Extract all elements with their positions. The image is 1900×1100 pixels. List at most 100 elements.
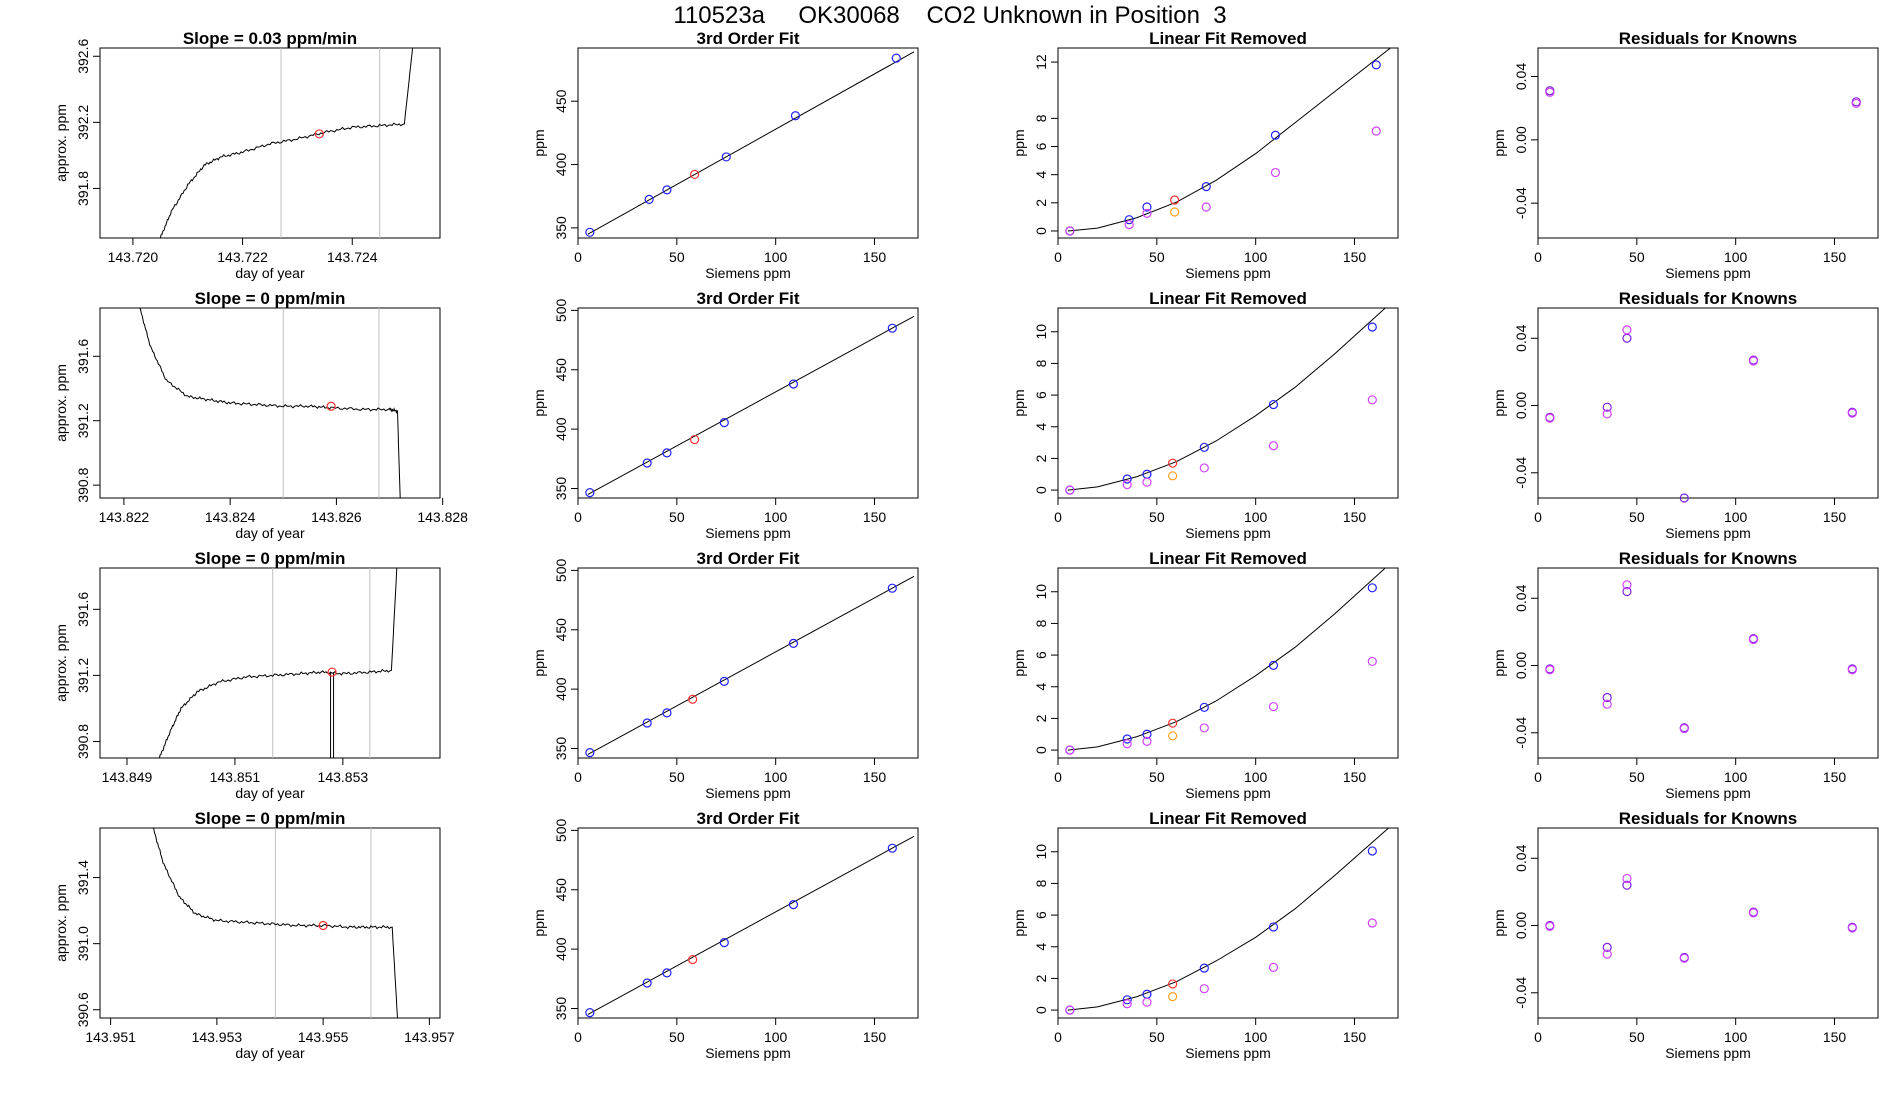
chart-panel-3-4: Residuals for Knowns 0 50 100 150 Siemens ppm… bbox=[1491, 549, 1879, 801]
data-point bbox=[1065, 1005, 1075, 1015]
x-axis-label: Siemens ppm bbox=[705, 525, 791, 541]
plot-frame bbox=[99, 47, 441, 239]
data-point bbox=[662, 968, 672, 978]
data-point bbox=[688, 954, 698, 965]
x-tick-label: 143.853 bbox=[318, 769, 369, 785]
chart-panel-2-2: 3rd Order Fit 0 50 100 150 Siemens ppm 350 400 4… bbox=[531, 289, 919, 541]
fit-curve bbox=[1067, 828, 1390, 1011]
x-tick-label: 50 bbox=[1629, 249, 1645, 265]
x-tick-label: 150 bbox=[1823, 1029, 1847, 1045]
data-point bbox=[1847, 408, 1857, 418]
x-tick-label: 50 bbox=[1149, 509, 1165, 525]
data-point bbox=[662, 708, 672, 718]
data-point bbox=[642, 978, 652, 988]
fit-line bbox=[587, 835, 915, 1015]
x-tick-label: 0 bbox=[1054, 509, 1062, 525]
x-tick-label: 100 bbox=[764, 249, 788, 265]
y-tick-label: 0.04 bbox=[1513, 584, 1529, 611]
data-point bbox=[585, 488, 595, 498]
plot-frame bbox=[1537, 827, 1879, 1019]
y-tick-label: 6 bbox=[1033, 391, 1049, 399]
y-tick-label: 500 bbox=[553, 558, 569, 582]
data-point bbox=[1545, 921, 1555, 931]
x-tick-label: 150 bbox=[1823, 249, 1847, 265]
data-point bbox=[1847, 923, 1857, 933]
x-tick-label: 143.851 bbox=[210, 769, 261, 785]
y-tick-label: 0.04 bbox=[1513, 844, 1529, 871]
x-axis-label: Siemens ppm bbox=[705, 265, 791, 281]
data-point bbox=[1142, 729, 1152, 739]
y-tick-label: 391.2 bbox=[75, 658, 91, 693]
chart-panel-1-3: Linear Fit Removed 0 50 100 150 Siemens ppm 0 2… bbox=[1011, 29, 1399, 281]
y-axis-label: ppm bbox=[1011, 649, 1027, 676]
y-tick-label: 390.6 bbox=[75, 992, 91, 1027]
y-tick-label: -0.04 bbox=[1513, 977, 1529, 1009]
y-tick-label: 500 bbox=[553, 818, 569, 842]
x-tick-label: 0 bbox=[1534, 249, 1542, 265]
data-point bbox=[1602, 699, 1612, 709]
x-tick-label: 143.955 bbox=[298, 1029, 349, 1045]
data-point bbox=[1367, 395, 1377, 405]
data-point bbox=[1201, 182, 1211, 192]
x-tick-label: 50 bbox=[1149, 1029, 1165, 1045]
x-tick-label: 50 bbox=[669, 249, 685, 265]
plot-frame bbox=[577, 827, 919, 1019]
x-tick-label: 0 bbox=[1534, 509, 1542, 525]
chart-title: Residuals for Knowns bbox=[1619, 809, 1798, 828]
data-point bbox=[1168, 992, 1178, 1002]
x-tick-label: 143.951 bbox=[85, 1029, 136, 1045]
data-point bbox=[1122, 474, 1132, 484]
data-point bbox=[1124, 215, 1134, 225]
y-tick-label: 12 bbox=[1033, 54, 1049, 70]
data-point bbox=[1602, 949, 1612, 959]
plot-area bbox=[1067, 568, 1387, 751]
y-tick-label: 8 bbox=[1033, 879, 1049, 887]
y-axis-label: ppm bbox=[531, 129, 547, 156]
data-point bbox=[1622, 880, 1632, 890]
plot-frame bbox=[1057, 47, 1399, 239]
y-tick-label: 10 bbox=[1033, 324, 1049, 340]
data-point bbox=[1122, 734, 1132, 744]
figure-title: 110523a OK30068 CO2 Unknown in Position … bbox=[673, 2, 1227, 29]
x-tick-label: 150 bbox=[1343, 249, 1367, 265]
concentration-trace bbox=[139, 308, 401, 498]
data-point bbox=[1122, 479, 1132, 490]
plot-area bbox=[1067, 828, 1390, 1011]
data-point bbox=[1170, 195, 1180, 205]
chart-title: Slope = 0 ppm/min bbox=[195, 809, 346, 828]
y-tick-label: 450 bbox=[553, 878, 569, 902]
x-tick-label: 143.849 bbox=[102, 769, 153, 785]
data-point bbox=[690, 169, 700, 180]
data-point bbox=[719, 676, 729, 687]
x-tick-label: 0 bbox=[1534, 769, 1542, 785]
y-tick-label: 392.2 bbox=[75, 105, 91, 140]
chart-panel-4-2: 3rd Order Fit 0 50 100 150 Siemens ppm 350 400 4… bbox=[531, 809, 919, 1061]
data-point bbox=[1168, 718, 1178, 728]
data-point bbox=[1168, 979, 1178, 989]
plot-frame bbox=[1537, 307, 1879, 499]
data-point bbox=[891, 53, 901, 63]
y-tick-label: 8 bbox=[1033, 359, 1049, 367]
concentration-trace bbox=[152, 828, 398, 1018]
data-point bbox=[1748, 634, 1759, 645]
data-point bbox=[642, 718, 652, 728]
y-axis-label: ppm bbox=[531, 649, 547, 676]
data-point bbox=[1545, 87, 1555, 97]
data-point bbox=[1602, 692, 1612, 703]
data-point bbox=[788, 638, 799, 649]
x-tick-label: 50 bbox=[1149, 249, 1165, 265]
data-point bbox=[790, 111, 801, 121]
y-axis-label: ppm bbox=[1011, 129, 1027, 156]
y-tick-label: 350 bbox=[553, 997, 569, 1021]
chart-panel-1-4: Residuals for Knowns 0 50 100 150 Siemens ppm… bbox=[1491, 29, 1879, 281]
x-tick-label: 100 bbox=[764, 1029, 788, 1045]
x-tick-label: 50 bbox=[1629, 1029, 1645, 1045]
x-axis-label: day of year bbox=[235, 265, 305, 281]
y-tick-label: 400 bbox=[553, 417, 569, 441]
data-point bbox=[1142, 477, 1152, 487]
x-tick-label: 143.822 bbox=[99, 509, 150, 525]
y-tick-label: 390.8 bbox=[75, 467, 91, 502]
y-tick-label: 391.6 bbox=[75, 592, 91, 627]
y-tick-label: 6 bbox=[1033, 142, 1049, 150]
mean-marker bbox=[314, 129, 324, 139]
